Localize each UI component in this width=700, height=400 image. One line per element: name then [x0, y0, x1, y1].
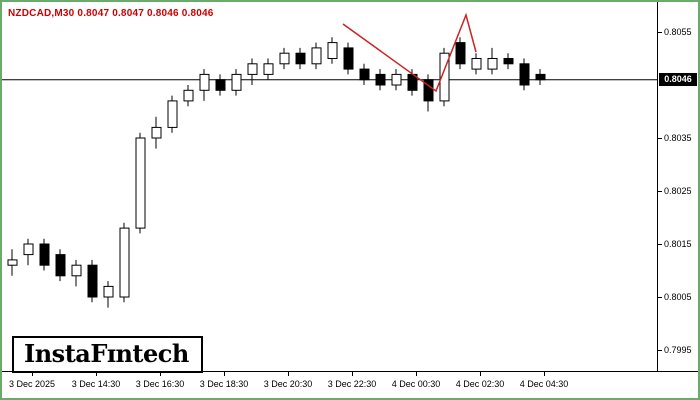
time-tick-mark [480, 372, 481, 376]
price-tick-label: 0.8015 [664, 239, 692, 249]
candle [295, 47, 306, 70]
candle [503, 53, 514, 70]
time-tick-label: 4 Dec 04:30 [519, 379, 569, 389]
candle [7, 249, 18, 276]
candle [215, 74, 226, 96]
price-tick-label: 0.8005 [664, 292, 692, 302]
time-tick-mark [224, 372, 225, 376]
candle [439, 47, 450, 107]
candle [359, 63, 370, 85]
time-tick-mark [288, 372, 289, 376]
time-tick-mark [544, 372, 545, 376]
time-tick-label: 3 Dec 22:30 [327, 379, 377, 389]
candle [199, 69, 210, 101]
time-tick-label: 3 Dec 18:30 [199, 379, 249, 389]
candle [247, 58, 258, 85]
candle [39, 238, 50, 271]
time-tick-label: 3 Dec 2025 [8, 379, 56, 389]
time-tick-mark [32, 372, 33, 376]
price-tick-mark [658, 138, 662, 139]
price-tick-mark [658, 191, 662, 192]
candle [103, 281, 114, 308]
price-tick-mark [658, 350, 662, 351]
candle [311, 42, 322, 70]
candle [535, 69, 546, 85]
candle [455, 37, 466, 70]
price-tick-mark [658, 244, 662, 245]
candle [407, 69, 418, 96]
price-tick-label: 0.8025 [664, 186, 692, 196]
candle [343, 42, 354, 75]
candle [183, 85, 194, 107]
price-axis[interactable]: 0.8046 0.8055 0.8035 0.8025 0.8015 0.8005 0.7… [657, 2, 698, 372]
price-tick-mark [658, 297, 662, 298]
candle [167, 95, 178, 133]
candle [119, 222, 130, 303]
candle [151, 116, 162, 149]
candle [23, 238, 34, 266]
time-tick-label: 3 Dec 20:30 [263, 379, 313, 389]
candle [519, 58, 530, 91]
candle [263, 58, 274, 80]
time-tick-label: 3 Dec 16:30 [135, 379, 185, 389]
time-tick-mark [352, 372, 353, 376]
candle [471, 53, 482, 75]
time-axis[interactable]: 3 Dec 2025 3 Dec 14:30 3 Dec 16:30 3 Dec 18… [2, 371, 698, 398]
price-tick-label: 0.8035 [664, 133, 692, 143]
time-tick-mark [160, 372, 161, 376]
candle [327, 37, 338, 64]
candle [87, 259, 98, 303]
time-tick-mark [416, 372, 417, 376]
price-tick-label: 0.8055 [664, 27, 692, 37]
candle [391, 69, 402, 91]
candlestick-chart[interactable] [2, 2, 657, 372]
symbol-ohlc-info: NZDCAD,M30 0.8047 0.8047 0.8046 0.8046 [8, 8, 214, 19]
time-tick-label: 3 Dec 14:30 [71, 379, 121, 389]
time-tick-label: 4 Dec 02:30 [455, 379, 505, 389]
time-tick-label: 4 Dec 00:30 [391, 379, 441, 389]
price-tick-label: 0.7995 [664, 345, 692, 355]
candle [423, 74, 434, 112]
zigzag-trendline[interactable] [342, 12, 477, 93]
instafintech-logo: InstaFɪntech [12, 336, 203, 373]
candle [135, 132, 146, 234]
time-tick-mark [96, 372, 97, 376]
candle [487, 47, 498, 75]
candle [55, 249, 66, 282]
candle [279, 47, 290, 70]
candle [71, 259, 82, 287]
price-tick-mark [658, 32, 662, 33]
candle [375, 69, 386, 91]
candle [231, 69, 242, 96]
current-price-tag: 0.8046 [659, 72, 697, 86]
